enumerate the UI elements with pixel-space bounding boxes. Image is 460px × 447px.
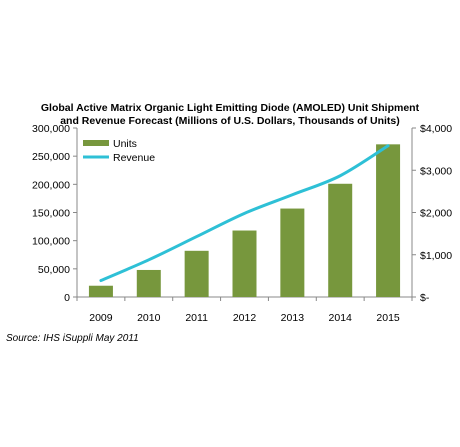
x-tick-label: 2014 — [329, 312, 353, 324]
units-bar — [328, 183, 353, 297]
left-tick-label: 300,000 — [32, 123, 70, 135]
right-tick-label: $4,000 — [420, 123, 452, 135]
x-tick-label: 2012 — [233, 312, 257, 324]
left-tick-label: 0 — [64, 292, 70, 304]
units-bar — [376, 144, 401, 297]
chart-title-line1: Global Active Matrix Organic Light Emitt… — [40, 102, 420, 114]
units-bar — [88, 285, 113, 297]
legend-revenue-label: Revenue — [113, 152, 155, 164]
units-bar — [184, 250, 209, 297]
units-bars — [88, 144, 401, 297]
legend: Units Revenue — [83, 138, 155, 164]
revenue-line — [99, 144, 390, 283]
axes: 0 50,000 100,000 150,000 200,000 250,000 300,0… — [32, 123, 452, 324]
legend-units-swatch — [83, 140, 109, 146]
left-tick-label: 150,000 — [32, 208, 70, 220]
legend-units-label: Units — [113, 138, 137, 150]
x-tick-label: 2010 — [137, 312, 161, 324]
left-tick-label: 250,000 — [32, 151, 70, 163]
left-tick-label: 100,000 — [32, 236, 70, 248]
source-note: Source: IHS iSuppli May 2011 — [6, 333, 139, 344]
units-bar — [136, 269, 161, 297]
right-tick-label: $2,000 — [420, 208, 452, 220]
x-tick-label: 2015 — [376, 312, 400, 324]
left-tick-label: 200,000 — [32, 179, 70, 191]
right-tick-label: $- — [420, 292, 430, 304]
x-tick-label: 2011 — [185, 312, 208, 324]
right-tick-label: $3,000 — [420, 165, 452, 177]
chart-title-line2: and Revenue Forecast (Millions of U.S. D… — [60, 115, 400, 127]
x-tick-label: 2009 — [89, 312, 113, 324]
units-bar — [232, 230, 257, 297]
units-bar — [280, 208, 305, 297]
right-tick-label: $1,000 — [420, 250, 452, 262]
left-tick-label: 50,000 — [38, 264, 70, 276]
x-tick-label: 2013 — [281, 312, 305, 324]
